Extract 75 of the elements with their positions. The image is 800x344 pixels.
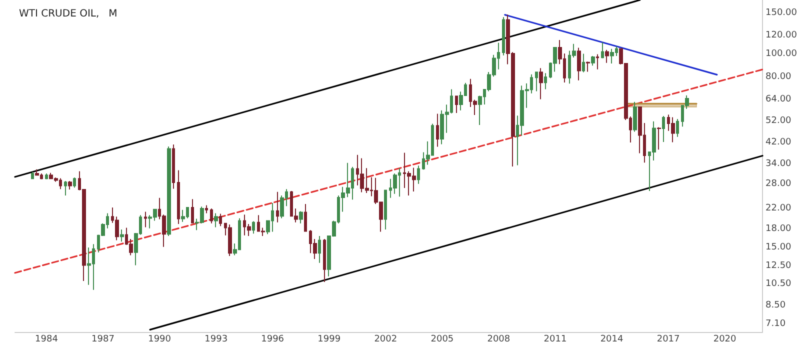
- candlestick: [577, 47, 581, 81]
- candlestick: [35, 168, 39, 176]
- candlestick: [601, 42, 604, 59]
- candlestick: [64, 180, 67, 196]
- x-tick-label: 2005: [430, 334, 454, 344]
- y-tick-label: 18.00: [766, 224, 792, 234]
- y-tick-label: 52.00: [766, 116, 792, 126]
- y-tick-label: 80.00: [766, 72, 792, 82]
- candlestick: [610, 48, 614, 64]
- x-tick-label: 1999: [318, 334, 341, 344]
- candlestick: [535, 72, 538, 92]
- candlestick: [167, 146, 171, 236]
- candlestick: [304, 203, 307, 232]
- candlestick: [591, 55, 595, 66]
- candlestick: [172, 144, 175, 190]
- y-tick-label: 28.00: [766, 178, 792, 189]
- x-tick-label: 2011: [544, 334, 567, 344]
- x-tick-label: 2017: [656, 334, 680, 344]
- x-tick-label: 1984: [35, 334, 58, 344]
- x-tick-label: 2002: [374, 334, 398, 344]
- candlestick: [502, 16, 505, 56]
- candlestick: [31, 171, 34, 180]
- x-tick-label: 1993: [204, 334, 228, 344]
- x-tick-label: 2014: [600, 334, 624, 344]
- y-tick-label: 8.50: [766, 300, 786, 310]
- y-tick-label: 12.50: [766, 261, 792, 272]
- candlestick: [323, 238, 326, 282]
- candlestick: [318, 235, 321, 264]
- x-tick-label: 2020: [713, 334, 737, 344]
- x-tick-label: 2008: [487, 334, 510, 344]
- candlestick: [276, 191, 279, 223]
- candlestick: [205, 204, 208, 214]
- candlestick: [210, 208, 213, 224]
- candlestick: [299, 210, 303, 224]
- y-tick-label: 7.10: [766, 318, 786, 329]
- candlestick: [662, 115, 665, 143]
- x-tick-label: 1990: [148, 334, 172, 344]
- text: WTI CRUDE OIL, M: [19, 8, 118, 20]
- candlestick: [633, 101, 637, 132]
- candlestick: [181, 209, 185, 222]
- candlestick: [676, 118, 679, 138]
- candlestick: [605, 49, 609, 64]
- y-tick-label: 22.00: [766, 203, 792, 214]
- candlestick: [45, 173, 48, 180]
- candlestick: [191, 198, 194, 224]
- candlestick: [73, 177, 76, 188]
- y-tick-label: 64.00: [766, 94, 792, 105]
- candlestick: [436, 113, 439, 148]
- candlestick: [384, 189, 387, 230]
- y-tick-label: 100.00: [766, 49, 798, 60]
- candlestick: [582, 53, 585, 73]
- candlestick: [657, 126, 661, 150]
- y-tick-label: 34.00: [766, 159, 792, 170]
- y-tick-label: 120.00: [766, 30, 798, 41]
- candlestick: [544, 72, 547, 90]
- candlestick: [539, 68, 543, 100]
- y-tick-label: 15.00: [766, 242, 792, 253]
- candlestick: [219, 213, 222, 227]
- candlestick: [586, 61, 590, 72]
- candlestick: [671, 116, 675, 143]
- candlestick: [214, 212, 218, 228]
- x-tick-label: 1987: [92, 334, 114, 344]
- candlestick: [228, 224, 232, 257]
- y-tick-label: 10.50: [766, 278, 792, 289]
- y-tick-label: 150.00: [766, 8, 798, 18]
- candlestick: [417, 165, 420, 184]
- y-tick-label: 42.00: [766, 138, 792, 148]
- candlestick: [177, 170, 180, 224]
- x-tick-label: 1996: [261, 334, 284, 344]
- candlestick: [252, 220, 255, 234]
- candlestick: [68, 180, 72, 190]
- candlestick: [120, 229, 124, 242]
- candlestick: [455, 95, 458, 114]
- candlestick: [144, 211, 147, 228]
- candlestick: [596, 54, 599, 70]
